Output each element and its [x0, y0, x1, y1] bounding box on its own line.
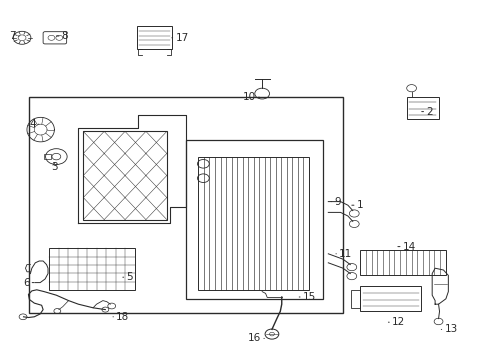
Text: 10: 10	[243, 92, 256, 102]
Text: 17: 17	[175, 33, 189, 43]
Text: 13: 13	[444, 324, 458, 334]
Text: 4: 4	[29, 119, 36, 129]
Text: 14: 14	[403, 242, 416, 252]
Text: 18: 18	[116, 312, 129, 322]
Text: 3: 3	[51, 162, 58, 172]
Bar	[137, 26, 172, 49]
Bar	[186, 140, 323, 299]
Text: 15: 15	[303, 292, 316, 302]
Bar	[29, 97, 343, 313]
Text: 1: 1	[357, 200, 364, 210]
Text: 8: 8	[62, 31, 69, 41]
Text: 5: 5	[126, 272, 133, 282]
Text: 11: 11	[339, 249, 352, 259]
Bar	[198, 157, 309, 290]
Text: 9: 9	[334, 197, 341, 207]
Text: 7: 7	[9, 31, 16, 41]
Text: 6: 6	[23, 278, 29, 288]
Text: 12: 12	[392, 317, 405, 327]
Bar	[44, 154, 51, 159]
Bar	[83, 131, 167, 220]
Bar	[351, 290, 360, 308]
Text: 2: 2	[426, 107, 433, 117]
Bar	[49, 248, 135, 290]
Bar	[360, 250, 446, 275]
Bar	[407, 97, 439, 119]
Bar	[360, 286, 421, 311]
Text: 16: 16	[248, 333, 261, 343]
